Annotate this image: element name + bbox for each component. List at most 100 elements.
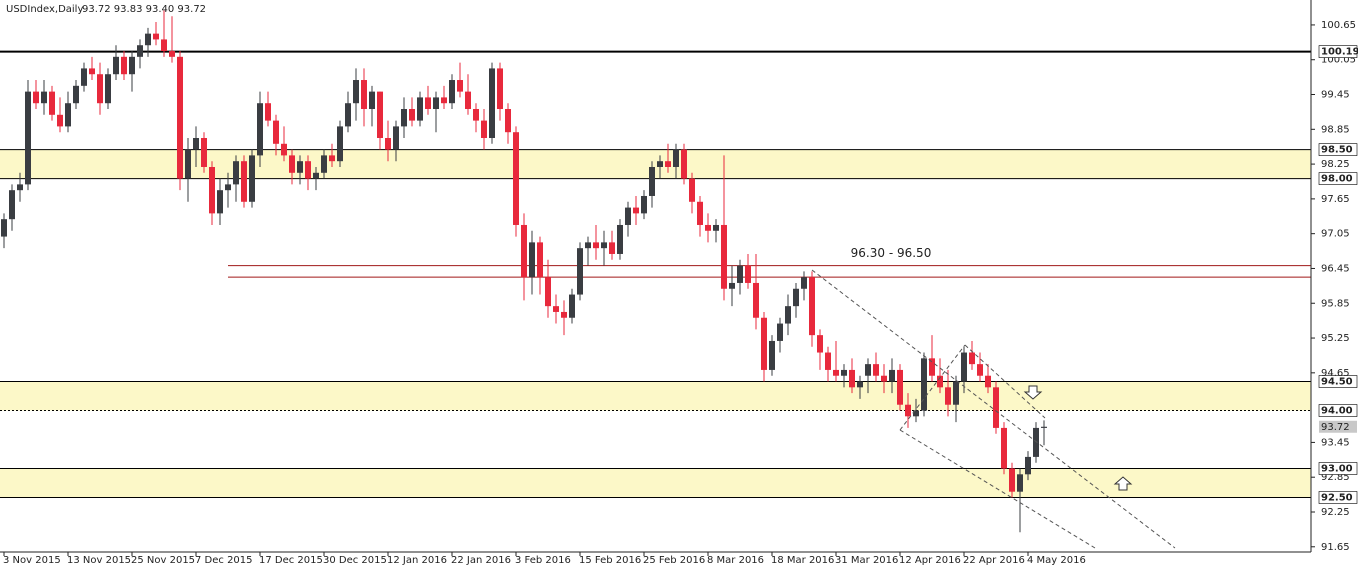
candle-body — [73, 85, 79, 104]
candle-body — [49, 91, 55, 115]
candle-body — [121, 56, 127, 75]
candle-body — [585, 242, 591, 249]
candle-body — [137, 45, 143, 57]
candle-body — [521, 224, 527, 278]
price-tag — [1318, 172, 1358, 185]
candle-body — [481, 120, 487, 138]
candle-body — [393, 126, 399, 150]
candle-body — [761, 317, 767, 370]
candle-body — [329, 155, 335, 162]
x-tick-label: 12 Jan 2016 — [387, 555, 447, 566]
price-tag-label: 92.50 — [1321, 492, 1353, 503]
y-tick-label: 100.05 — [1321, 55, 1356, 66]
price-tag-label: 93.00 — [1321, 464, 1353, 475]
candle-body — [665, 161, 671, 167]
y-tick-label: 98.85 — [1321, 124, 1350, 135]
candle-body — [857, 381, 863, 388]
candle-body — [145, 33, 151, 46]
candle-body — [913, 410, 919, 417]
candle-body — [233, 161, 239, 185]
candle-body — [841, 369, 847, 376]
candle-body — [641, 195, 647, 214]
x-tick-label: 15 Feb 2016 — [579, 555, 641, 566]
x-tick-label: 12 Apr 2016 — [899, 555, 961, 566]
candle-body — [553, 306, 559, 312]
zones-layer: 96.30 - 96.50 — [0, 50, 1311, 498]
arrow-up-icon — [1113, 476, 1133, 491]
candle-body — [953, 381, 959, 405]
candle-body — [681, 149, 687, 179]
channel-line — [899, 429, 1096, 549]
candle-body — [889, 369, 895, 382]
candle-body — [417, 97, 423, 121]
y-tick-label: 97.05 — [1321, 229, 1350, 240]
candle-body — [497, 68, 503, 110]
x-tick-label: 17 Dec 2015 — [259, 555, 323, 566]
candle-body — [1041, 426, 1047, 428]
y-tick-label: 91.65 — [1321, 542, 1350, 553]
candle-body — [177, 56, 183, 179]
candle-body — [985, 375, 991, 388]
candle-body — [473, 109, 479, 121]
resistance-label: 96.30 - 96.50 — [851, 246, 932, 260]
price-tag — [1318, 143, 1358, 156]
x-tick-label: 3 Nov 2015 — [3, 555, 61, 566]
candle-body — [193, 138, 199, 150]
candle-body — [265, 103, 271, 121]
drawings — [811, 269, 1176, 549]
candle-body — [593, 242, 599, 249]
candle-body — [625, 207, 631, 225]
candle-body — [545, 277, 551, 307]
x-tick-label: 22 Apr 2016 — [963, 555, 1025, 566]
candle-body — [337, 126, 343, 162]
candle-body — [705, 224, 711, 231]
candle-body — [505, 109, 511, 133]
candle-body — [1001, 427, 1007, 469]
candle-body — [569, 294, 575, 318]
x-tick-label: 31 Mar 2016 — [835, 555, 898, 566]
candle-body — [441, 97, 447, 104]
y-tick-label: 100.65 — [1321, 20, 1356, 31]
price-tag-label: 94.50 — [1321, 377, 1353, 388]
candle-body — [321, 155, 327, 173]
candle-body — [289, 155, 295, 173]
candle-body — [617, 224, 623, 254]
candle-body — [801, 277, 807, 289]
candle-body — [513, 132, 519, 225]
x-tick-label: 4 May 2016 — [1027, 555, 1086, 566]
x-tick-label: 25 Nov 2015 — [131, 555, 195, 566]
candle-body — [89, 68, 95, 75]
y-tick-label: 96.45 — [1321, 263, 1350, 274]
candle-body — [113, 56, 119, 75]
channel-line — [899, 344, 966, 431]
candle-body — [937, 375, 943, 388]
candle-body — [369, 91, 375, 110]
candle-body — [201, 138, 207, 167]
candle-body — [689, 178, 695, 202]
candle-body — [793, 288, 799, 307]
candle-body — [601, 242, 607, 249]
candle-body — [945, 387, 951, 405]
candles-layer — [1, 10, 1047, 533]
candle-body — [209, 166, 215, 214]
candle-body — [609, 242, 615, 254]
candle-body — [737, 265, 743, 283]
candle-body — [281, 143, 287, 156]
candle-body — [713, 224, 719, 231]
candle-body — [673, 149, 679, 167]
candle-body — [777, 323, 783, 341]
y-tick-label: 95.85 — [1321, 298, 1350, 309]
candle-body — [745, 265, 751, 283]
candle-body — [825, 352, 831, 370]
candle-body — [1025, 456, 1031, 475]
zone — [0, 468, 1311, 498]
y-tick-label: 97.65 — [1321, 194, 1350, 205]
candle-body — [25, 91, 31, 185]
candle-body — [401, 109, 407, 127]
candle-body — [33, 91, 39, 104]
candle-body — [1, 219, 7, 237]
candle-body — [921, 358, 927, 411]
chart-title: USDIndex,Daily — [6, 4, 83, 15]
candle-body — [697, 201, 703, 225]
